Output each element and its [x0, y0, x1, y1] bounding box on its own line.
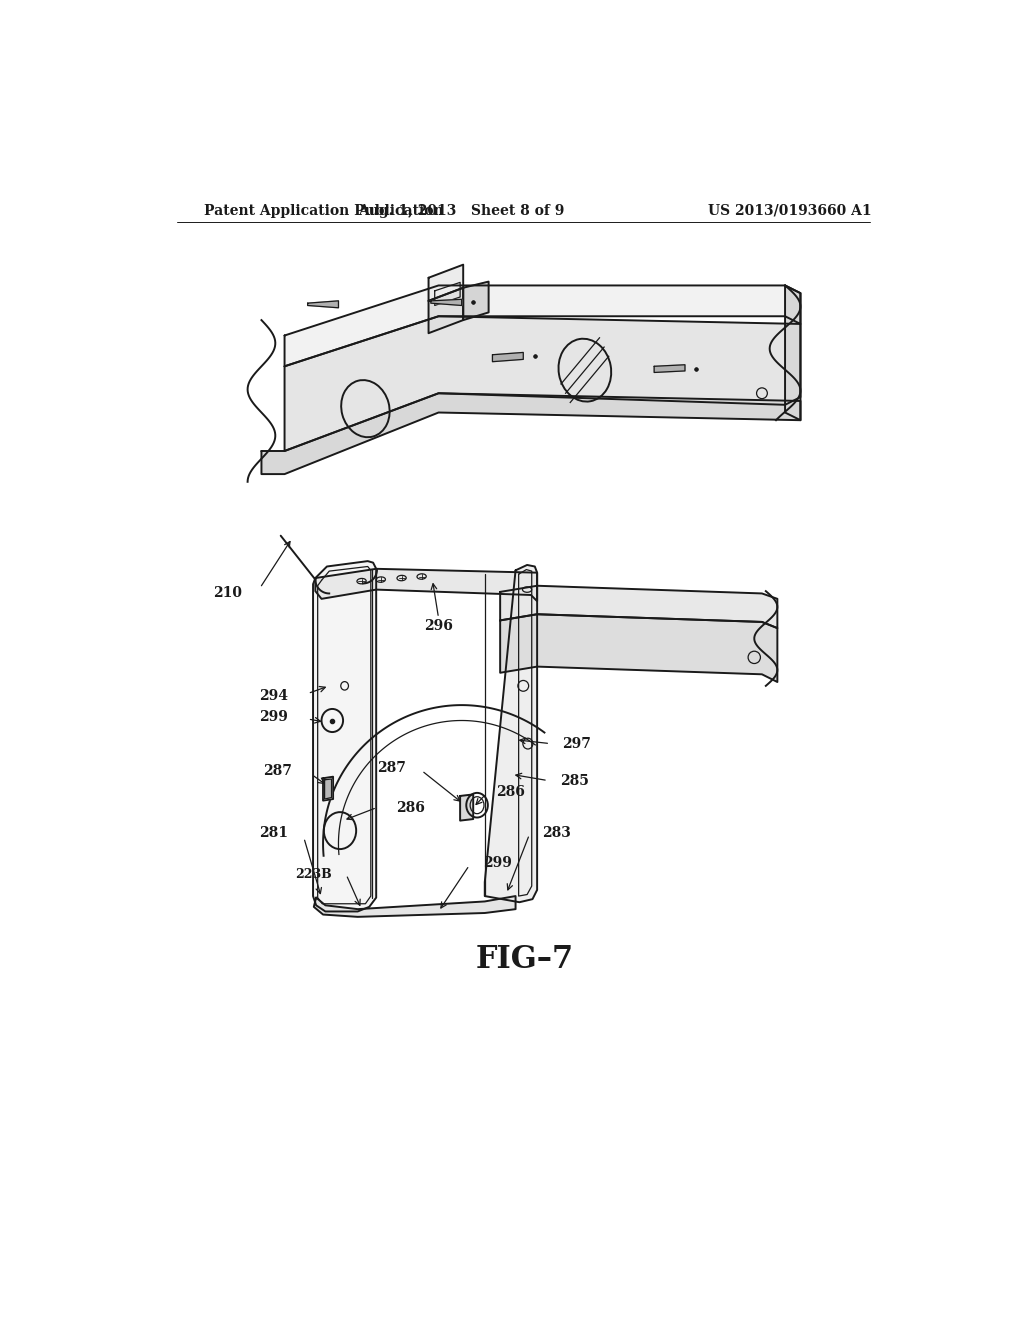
- Text: 286: 286: [497, 785, 525, 799]
- Text: 294: 294: [259, 689, 289, 702]
- Polygon shape: [323, 776, 333, 800]
- Polygon shape: [500, 586, 777, 628]
- Polygon shape: [285, 285, 801, 367]
- Text: Patent Application Publication: Patent Application Publication: [204, 203, 443, 218]
- Polygon shape: [431, 300, 462, 305]
- Text: 296: 296: [424, 619, 453, 632]
- Polygon shape: [493, 352, 523, 362]
- Polygon shape: [315, 569, 538, 601]
- Polygon shape: [261, 393, 801, 474]
- Text: 299: 299: [483, 855, 512, 870]
- Polygon shape: [313, 561, 376, 911]
- Polygon shape: [654, 364, 685, 372]
- Polygon shape: [500, 614, 777, 682]
- Polygon shape: [325, 779, 332, 799]
- Text: 283: 283: [543, 826, 571, 840]
- Text: Aug. 1, 2013   Sheet 8 of 9: Aug. 1, 2013 Sheet 8 of 9: [358, 203, 565, 218]
- Text: 281: 281: [259, 826, 289, 840]
- Polygon shape: [307, 301, 339, 308]
- Polygon shape: [785, 285, 801, 420]
- Text: US 2013/0193660 A1: US 2013/0193660 A1: [708, 203, 871, 218]
- Text: 297: 297: [562, 737, 591, 751]
- Polygon shape: [460, 795, 473, 821]
- Text: 287: 287: [263, 764, 292, 779]
- Text: 223B: 223B: [296, 869, 333, 880]
- Polygon shape: [285, 317, 801, 451]
- Text: 285: 285: [560, 774, 589, 788]
- Text: 299: 299: [259, 710, 289, 725]
- Text: 287: 287: [378, 762, 407, 775]
- Text: FIG–7: FIG–7: [476, 944, 573, 974]
- Polygon shape: [484, 565, 538, 903]
- Polygon shape: [463, 281, 488, 321]
- Text: 286: 286: [396, 800, 425, 814]
- Polygon shape: [429, 264, 463, 301]
- Text: 210: 210: [213, 586, 243, 601]
- Polygon shape: [429, 288, 463, 333]
- Polygon shape: [313, 896, 515, 917]
